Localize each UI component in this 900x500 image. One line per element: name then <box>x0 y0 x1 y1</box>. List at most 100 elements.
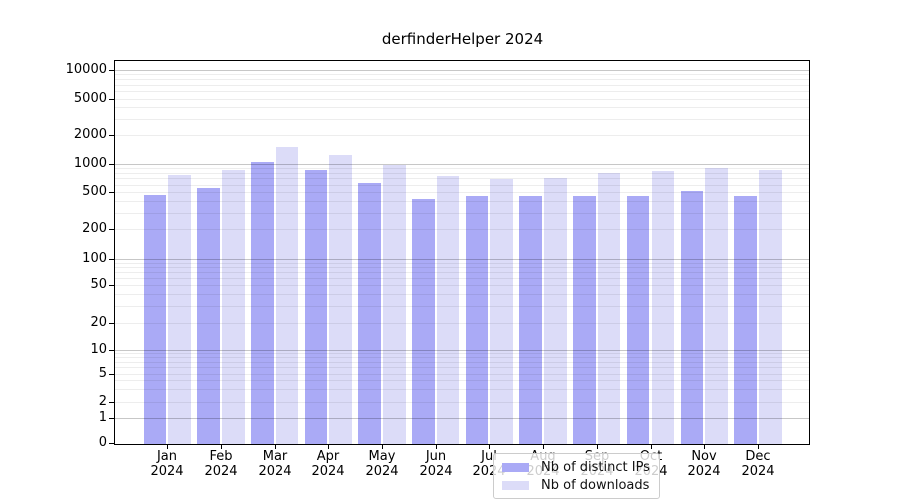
gridline-200 <box>115 229 809 230</box>
gridline-8000 <box>115 79 809 80</box>
legend-item-distinct-ips: Nb of distinct IPs <box>502 460 651 475</box>
gridline-700 <box>115 178 809 179</box>
gridline-70 <box>115 272 809 273</box>
y-tick-label-0: 0 <box>98 435 107 450</box>
bar-nb-of-distinct-ips-feb <box>197 188 220 444</box>
bar-nb-of-distinct-ips-sep <box>573 196 596 444</box>
gridline-90 <box>115 263 809 264</box>
gridline-300 <box>115 213 809 214</box>
x-tick-label-jun: Jun 2024 <box>404 449 468 479</box>
x-tick-mark-mar <box>275 445 276 449</box>
x-tick-mark-aug <box>543 445 544 449</box>
gridline-80 <box>115 267 809 268</box>
y-tick-label-10000: 10000 <box>65 62 107 77</box>
y-tick-mark-10 <box>109 350 114 351</box>
bar-nb-of-distinct-ips-apr <box>304 169 328 444</box>
gridline-9 <box>115 353 809 354</box>
y-tick-label-100: 100 <box>82 251 107 266</box>
y-tick-mark-5 <box>109 374 114 375</box>
legend-swatch-downloads <box>502 480 529 490</box>
y-tick-mark-0 <box>109 443 114 444</box>
x-tick-year-dec: 2024 <box>741 464 775 479</box>
x-tick-mark-dec <box>758 445 759 449</box>
y-tick-mark-50 <box>109 285 114 286</box>
x-tick-mark-apr <box>328 445 329 449</box>
y-tick-mark-2 <box>109 402 114 403</box>
bar-nb-of-downloads-nov <box>705 167 728 444</box>
gridline-400 <box>115 201 809 202</box>
x-tick-mark-nov <box>704 445 705 449</box>
gridline-600 <box>115 185 809 186</box>
x-tick-year-nov: 2024 <box>687 464 721 479</box>
y-tick-label-2: 2 <box>98 394 107 409</box>
y-tick-label-5: 5 <box>98 366 107 381</box>
y-tick-label-500: 500 <box>82 184 107 199</box>
gridline-2000 <box>115 135 809 136</box>
x-tick-label-nov: Nov 2024 <box>672 449 736 479</box>
bar-nb-of-downloads-oct <box>651 170 675 444</box>
y-tick-label-10: 10 <box>90 342 107 357</box>
x-tick-label-dec: Dec 2024 <box>726 449 790 479</box>
gridline-1 <box>115 418 809 419</box>
bar-nb-of-distinct-ips-oct <box>626 195 650 444</box>
legend: Nb of distinct IPs Nb of downloads <box>493 453 660 499</box>
bar-nb-of-downloads-dec <box>758 169 782 444</box>
gridline-500 <box>115 192 809 193</box>
gridline-5 <box>115 374 809 375</box>
x-tick-year-jan: 2024 <box>150 464 184 479</box>
legend-item-downloads: Nb of downloads <box>502 478 651 493</box>
gridline-10 <box>115 350 809 351</box>
y-tick-mark-5000 <box>109 99 114 100</box>
x-tick-label-may: May 2024 <box>350 449 414 479</box>
gridline-8 <box>115 357 809 358</box>
bar-nb-of-downloads-may <box>383 165 406 444</box>
gridline-5000 <box>115 99 809 100</box>
bar-nb-of-downloads-mar <box>275 146 299 444</box>
plot-area: Nb of distinct IPs Nb of downloads <box>114 60 810 499</box>
x-tick-label-apr: Apr 2024 <box>296 449 360 479</box>
gridline-4 <box>115 380 809 381</box>
y-tick-mark-2000 <box>109 135 114 136</box>
gridline-7000 <box>115 85 809 86</box>
bar-nb-of-distinct-ips-aug <box>519 196 543 444</box>
bar-nb-of-downloads-jun <box>436 175 460 444</box>
y-tick-mark-200 <box>109 229 114 230</box>
gridline-10000 <box>115 70 809 71</box>
y-tick-label-5000: 5000 <box>73 91 107 106</box>
y-tick-mark-20 <box>109 323 114 324</box>
gridline-900 <box>115 168 809 169</box>
bar-nb-of-downloads-sep <box>597 172 621 444</box>
gridline-2 <box>115 402 809 403</box>
gridline-800 <box>115 173 809 174</box>
x-tick-mark-feb <box>221 445 222 449</box>
bar-nb-of-distinct-ips-dec <box>734 196 757 444</box>
y-tick-label-50: 50 <box>90 277 107 292</box>
bar-nb-of-downloads-jan <box>168 175 191 444</box>
gridline-9000 <box>115 74 809 75</box>
x-tick-mark-jan <box>167 445 168 449</box>
gridline-60 <box>115 278 809 279</box>
y-tick-label-2000: 2000 <box>73 127 107 142</box>
x-tick-mark-may <box>382 445 383 449</box>
y-tick-mark-100 <box>109 259 114 260</box>
x-tick-label-jan: Jan 2024 <box>135 449 199 479</box>
gridline-3 <box>115 389 809 390</box>
x-tick-year-mar: 2024 <box>258 464 292 479</box>
chart-title: derfinderHelper 2024 <box>381 30 544 48</box>
x-tick-mark-oct <box>651 445 652 449</box>
x-tick-label-feb: Feb 2024 <box>189 449 253 479</box>
y-tick-mark-10000 <box>109 70 114 71</box>
y-tick-mark-500 <box>109 192 114 193</box>
x-tick-year-jun: 2024 <box>419 464 453 479</box>
legend-label-downloads: Nb of downloads <box>541 477 650 493</box>
bar-nb-of-distinct-ips-nov <box>680 191 704 444</box>
bar-nb-of-distinct-ips-jul <box>465 196 489 444</box>
y-tick-label-200: 200 <box>82 221 107 236</box>
bar-nb-of-distinct-ips-may <box>358 183 381 444</box>
gridline-6 <box>115 367 809 368</box>
x-tick-mark-sep <box>597 445 598 449</box>
gridline-7 <box>115 362 809 363</box>
bar-nb-of-downloads-aug <box>544 177 567 444</box>
x-tick-label-mar: Mar 2024 <box>243 449 307 479</box>
